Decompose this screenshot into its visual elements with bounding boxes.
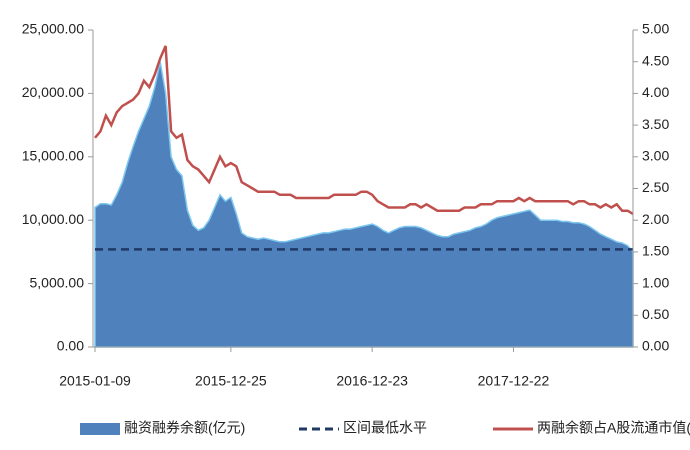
area (94, 61, 634, 348)
y2-tick-label: 0.50 (642, 306, 669, 322)
y-tick-label: 20,000.00 (22, 84, 84, 100)
legend-label: 区间最低水平 (343, 420, 427, 436)
y2-tick-label: 5.00 (642, 21, 669, 37)
x-tick-label: 2017-12-22 (478, 373, 550, 389)
y-tick-label: 5,000.00 (30, 274, 85, 290)
y2-tick-label: 3.00 (642, 148, 669, 164)
y2-tick-label: 3.50 (642, 116, 669, 132)
y2-tick-label: 1.00 (642, 274, 669, 290)
y-tick-label: 25,000.00 (22, 21, 84, 37)
legend-label: 两融余额占A股流通市值(%) (537, 420, 690, 436)
line (94, 45, 634, 215)
y2-tick-label: 4.50 (642, 52, 669, 68)
x-tick-label: 2015-12-25 (195, 373, 267, 389)
y2-tick-label: 2.50 (642, 179, 669, 195)
x-tick-label: 2015-01-09 (59, 373, 131, 389)
legend-swatch (80, 423, 120, 435)
x-tick-label: 2016-12-23 (336, 373, 408, 389)
y2-tick-label: 2.00 (642, 211, 669, 227)
y2-tick-label: 1.50 (642, 243, 669, 259)
legend-label: 融资融券余额(亿元) (124, 420, 245, 436)
y-tick-label: 15,000.00 (22, 148, 84, 164)
y2-tick-label: 0.00 (642, 338, 669, 354)
y-tick-label: 0.00 (57, 338, 84, 354)
y2-tick-label: 4.00 (642, 84, 669, 100)
y-tick-label: 10,000.00 (22, 211, 84, 227)
